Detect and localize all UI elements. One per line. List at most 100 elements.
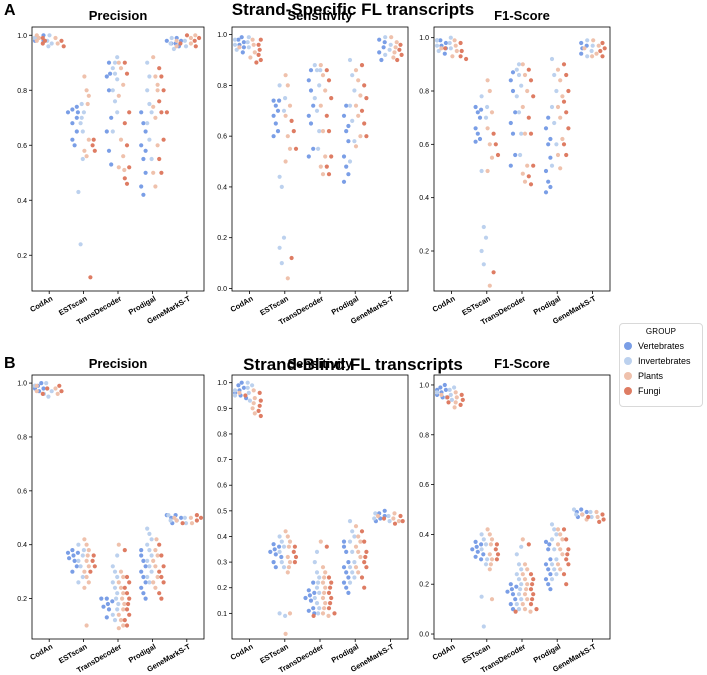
data-point	[388, 42, 393, 47]
data-point	[75, 110, 80, 115]
data-point	[118, 585, 124, 590]
data-point	[485, 78, 490, 83]
data-point	[373, 511, 378, 516]
data-point	[323, 601, 328, 606]
data-point	[505, 589, 510, 594]
data-point	[153, 74, 158, 79]
data-point	[397, 47, 402, 52]
data-point	[106, 88, 112, 93]
data-point	[454, 395, 459, 400]
data-point	[322, 575, 327, 580]
data-point	[323, 570, 328, 575]
data-point	[245, 40, 250, 45]
data-point	[283, 159, 288, 164]
data-point	[161, 580, 166, 585]
data-point	[443, 40, 448, 46]
data-point	[326, 613, 331, 619]
data-point	[346, 172, 351, 177]
data-point	[508, 78, 513, 83]
data-point	[561, 142, 567, 147]
data-point	[232, 393, 238, 398]
data-point	[115, 553, 120, 558]
data-point	[293, 146, 299, 151]
data-point	[312, 63, 317, 68]
data-point	[141, 591, 146, 596]
data-point	[183, 44, 189, 49]
data-point	[600, 512, 605, 517]
y-tick-label: 0.4	[217, 534, 227, 541]
data-point	[149, 537, 154, 542]
data-point	[320, 611, 326, 616]
data-point	[116, 165, 121, 170]
data-point	[145, 60, 150, 65]
data-point	[84, 623, 89, 628]
x-tick-label: CodAn	[28, 642, 54, 662]
data-point	[487, 552, 492, 557]
data-point	[241, 45, 246, 50]
legend-item: Vertebrates	[624, 338, 698, 353]
data-point	[362, 121, 367, 126]
data-point	[314, 570, 320, 575]
data-point	[582, 46, 587, 51]
data-point	[292, 544, 297, 549]
data-point	[76, 580, 81, 585]
data-point	[346, 590, 351, 596]
data-point	[122, 167, 127, 173]
data-point	[564, 72, 569, 78]
data-point	[352, 560, 357, 565]
data-point	[182, 38, 187, 43]
data-point	[257, 403, 262, 408]
data-point	[118, 618, 124, 623]
y-tick-label: 0.2	[419, 582, 429, 589]
data-point	[590, 43, 595, 48]
data-point	[85, 101, 90, 107]
data-point	[53, 35, 58, 41]
data-point	[178, 41, 183, 46]
data-point	[473, 139, 478, 144]
data-point	[180, 521, 185, 526]
data-point	[192, 38, 197, 43]
data-point	[174, 38, 179, 43]
data-point	[579, 40, 584, 46]
data-point	[350, 549, 355, 555]
data-point	[241, 385, 246, 390]
data-point	[109, 115, 114, 120]
data-point	[147, 531, 152, 537]
data-point	[442, 382, 447, 388]
data-point	[308, 88, 314, 93]
data-point	[495, 552, 501, 557]
data-point	[271, 113, 276, 118]
data-point	[400, 519, 405, 524]
data-point	[237, 390, 242, 395]
data-point	[159, 574, 164, 580]
y-tick-label: 0.3	[217, 560, 227, 567]
data-point	[439, 392, 444, 397]
data-point	[470, 547, 475, 552]
data-point	[377, 50, 382, 55]
data-point	[522, 562, 528, 567]
data-point	[358, 539, 363, 544]
data-point	[458, 54, 463, 59]
data-point	[143, 129, 148, 134]
data-point	[159, 596, 164, 601]
data-point	[519, 131, 524, 136]
data-point	[601, 517, 606, 522]
data-point	[493, 547, 498, 552]
data-point	[188, 41, 193, 46]
data-point	[194, 518, 199, 523]
data-point	[522, 179, 528, 184]
data-point	[106, 607, 112, 612]
data-point	[115, 574, 120, 580]
data-point	[145, 88, 150, 93]
data-point	[514, 572, 519, 577]
data-point	[353, 565, 359, 570]
data-point	[316, 611, 321, 616]
data-point	[99, 596, 104, 601]
data-point	[566, 126, 571, 131]
data-point	[82, 74, 87, 79]
data-point	[481, 624, 486, 629]
data-point	[272, 547, 277, 552]
data-point	[558, 115, 563, 120]
data-point	[159, 553, 164, 558]
data-point	[317, 606, 322, 611]
